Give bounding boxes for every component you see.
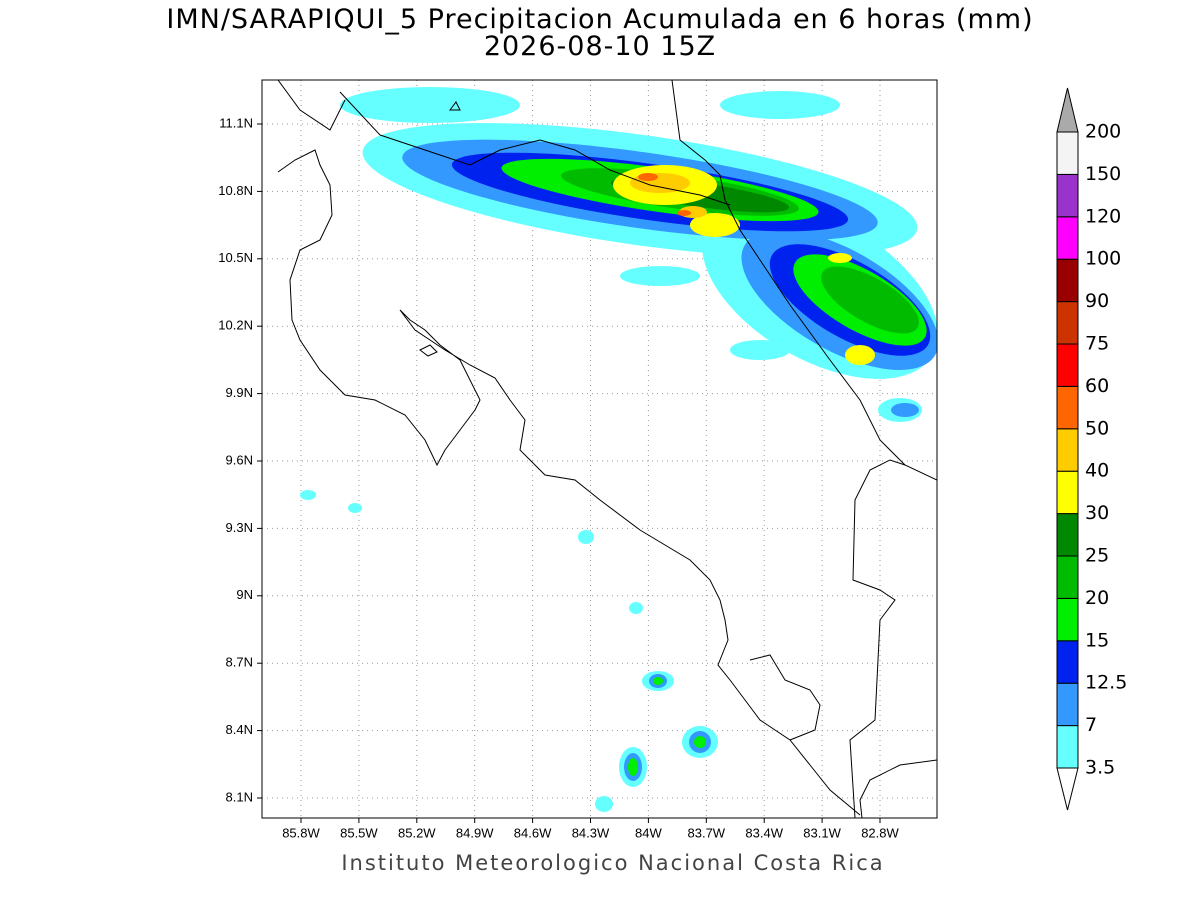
lon-tick-label: 85.8W [282, 825, 320, 840]
colorbar-over [1056, 87, 1079, 133]
lat-tick-label: 9.6N [226, 452, 253, 467]
lon-tick-label: 83.7W [688, 825, 726, 840]
colorbar-label: 12.5 [1085, 672, 1127, 694]
colorbar-box [1056, 301, 1079, 345]
colorbar-under [1056, 767, 1079, 811]
lon-tick-label: 84.3W [572, 825, 610, 840]
colorbar-box [1056, 470, 1079, 515]
colorbar-label: 75 [1085, 333, 1109, 355]
lon-tick-label: 83.4W [745, 825, 783, 840]
lat-tick-label: 9.9N [226, 385, 253, 400]
colorbar-box [1056, 682, 1079, 727]
colorbar-box [1056, 216, 1079, 260]
colorbar-box [1056, 640, 1079, 684]
colorbar-box [1056, 555, 1079, 599]
colorbar-label: 15 [1085, 629, 1109, 651]
colorbar-box [1056, 173, 1079, 218]
precipitation [300, 87, 937, 812]
colorbar: 3.5 7 12.5 15 20 25 30 40 50 60 75 90 100 120 150 200 [1056, 87, 1127, 811]
lon-tick-label: 82.8W [861, 825, 899, 840]
lat-tick-label: 10.8N [218, 183, 253, 198]
map-frame [261, 79, 938, 819]
lat-tick-label: 10.2N [218, 318, 253, 333]
colorbar-label: 30 [1085, 502, 1109, 524]
axis-ticks: 11.1N 10.8N 10.5N 10.2N 9.9N 9.6N 9.3N 9N 8.7N 8.… [218, 115, 899, 840]
lat-tick-label: 10.5N [218, 250, 253, 265]
colorbar-label: 60 [1085, 375, 1109, 397]
colorbar-box [1056, 597, 1079, 642]
grid [262, 80, 937, 818]
colorbar-label: 3.5 [1085, 757, 1115, 779]
colorbar-box [1056, 385, 1079, 430]
colorbar-label: 40 [1085, 460, 1109, 482]
colorbar-box [1056, 725, 1079, 769]
lat-tick-label: 8.1N [226, 789, 253, 804]
colorbar-box [1056, 131, 1079, 175]
lat-tick-label: 8.4N [226, 722, 253, 737]
footer: Instituto Meteorologico Nacional Costa R… [341, 851, 884, 875]
title: IMN/SARAPIQUI_5 Precipitacion Acumulada … [166, 4, 1033, 35]
lon-tick-label: 85.2W [398, 825, 436, 840]
lon-tick-label: 83.1W [803, 825, 841, 840]
lon-tick-label: 84.6W [514, 825, 552, 840]
colorbar-box [1056, 428, 1079, 472]
colorbar-label: 120 [1085, 205, 1121, 227]
colorbar-label: 20 [1085, 587, 1109, 609]
colorbar-label: 90 [1085, 290, 1109, 312]
lat-tick-label: 8.7N [226, 655, 253, 670]
lon-tick-label: 85.5W [340, 825, 378, 840]
coastlines [277, 80, 937, 818]
colorbar-label: 200 [1085, 121, 1121, 143]
colorbar-label: 150 [1085, 163, 1121, 185]
lon-tick-label: 84.9W [456, 825, 494, 840]
colorbar-box [1056, 513, 1079, 557]
lat-tick-label: 11.1N [219, 115, 253, 130]
subtitle: 2026-08-10 15Z [484, 31, 716, 62]
colorbar-box [1056, 343, 1079, 387]
colorbar-label: 50 [1085, 417, 1109, 439]
colorbar-label: 100 [1085, 248, 1121, 270]
lat-tick-label: 9.3N [226, 520, 253, 535]
colorbar-label: 25 [1085, 545, 1109, 567]
lon-tick-label: 84W [635, 825, 662, 840]
colorbar-box [1056, 258, 1079, 303]
lat-tick-label: 9N [236, 587, 253, 602]
colorbar-label: 7 [1085, 714, 1097, 736]
